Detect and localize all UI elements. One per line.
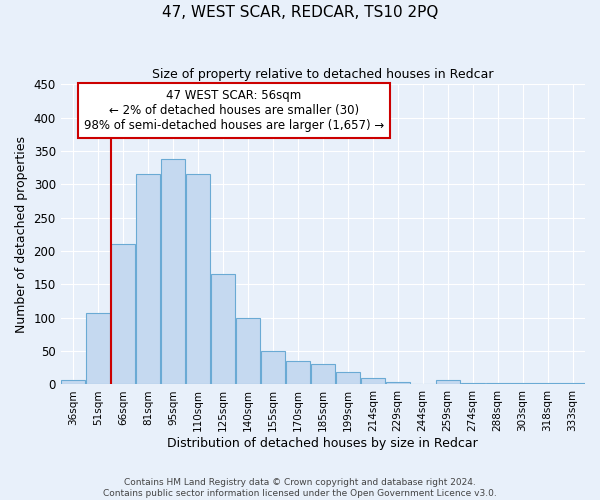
Bar (136, 174, 160, 384)
Bar (286, 361, 310, 384)
Bar (511, 383, 535, 384)
Text: Contains HM Land Registry data © Crown copyright and database right 2024.
Contai: Contains HM Land Registry data © Crown c… (103, 478, 497, 498)
Bar (161, 159, 185, 384)
Bar (535, 383, 560, 384)
Bar (436, 380, 460, 384)
Bar (386, 382, 410, 384)
Text: 47, WEST SCAR, REDCAR, TS10 2PQ: 47, WEST SCAR, REDCAR, TS10 2PQ (162, 5, 438, 20)
Bar (311, 364, 335, 384)
Bar (560, 383, 584, 384)
Bar (236, 318, 260, 384)
Bar (261, 351, 285, 384)
Bar (485, 383, 510, 384)
Bar (361, 378, 385, 384)
Bar (111, 244, 135, 384)
Bar (211, 274, 235, 384)
Y-axis label: Number of detached properties: Number of detached properties (15, 136, 28, 333)
Text: 47 WEST SCAR: 56sqm
← 2% of detached houses are smaller (30)
98% of semi-detache: 47 WEST SCAR: 56sqm ← 2% of detached hou… (83, 89, 384, 132)
Bar (461, 383, 485, 384)
Bar (61, 380, 85, 384)
Bar (335, 372, 360, 384)
Title: Size of property relative to detached houses in Redcar: Size of property relative to detached ho… (152, 68, 494, 80)
Bar (86, 313, 110, 384)
Bar (186, 174, 210, 384)
X-axis label: Distribution of detached houses by size in Redcar: Distribution of detached houses by size … (167, 437, 478, 450)
